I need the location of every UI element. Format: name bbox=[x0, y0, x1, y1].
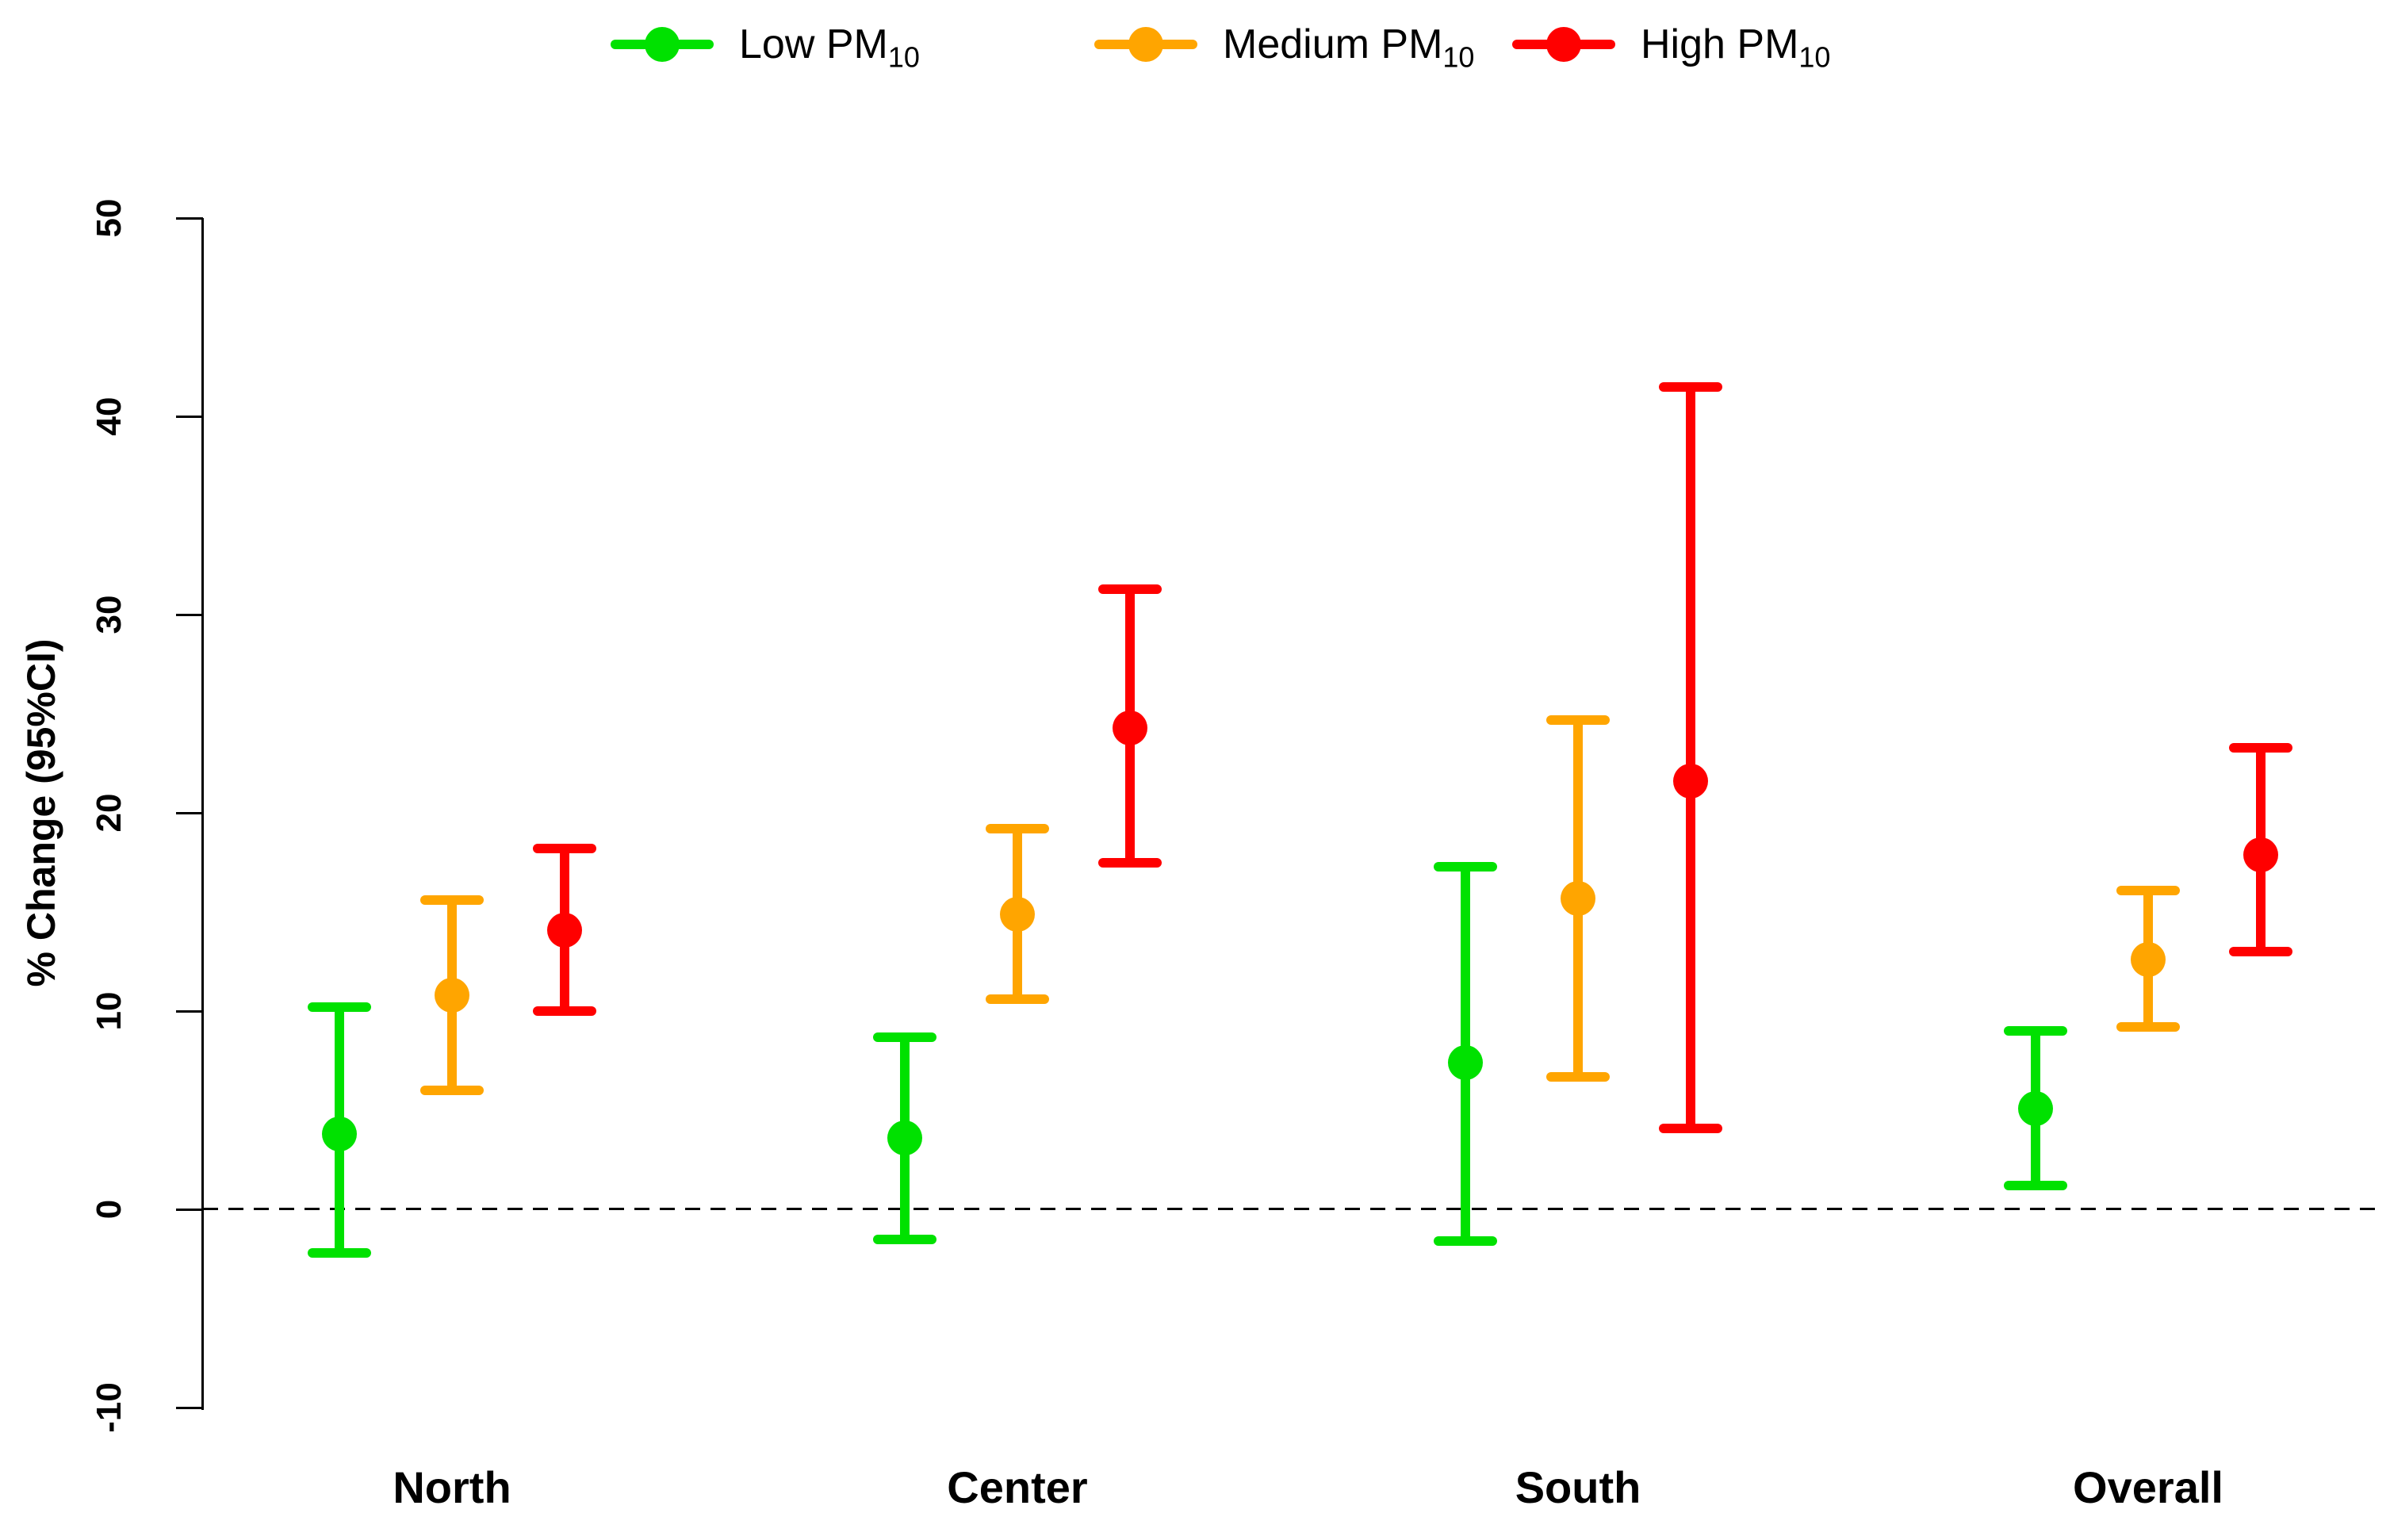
legend-item-high-pm10: High PM10 bbox=[1512, 21, 1831, 74]
ci-cap-top bbox=[1098, 584, 1162, 594]
legend-dot-marker bbox=[1128, 27, 1163, 62]
ci-cap-bottom bbox=[986, 994, 1049, 1004]
point-estimate-dot bbox=[2243, 837, 2278, 872]
x-category-label-overall: Overall bbox=[2073, 1462, 2223, 1512]
ci-cap-bottom bbox=[420, 1086, 484, 1095]
legend-dot-marker bbox=[645, 27, 680, 62]
ci-cap-bottom bbox=[308, 1248, 371, 1258]
point-estimate-dot bbox=[547, 912, 582, 948]
point-estimate-dot bbox=[887, 1121, 922, 1155]
y-tick-mark bbox=[176, 1208, 203, 1211]
y-tick-label: -10 bbox=[90, 1382, 128, 1433]
point-estimate-dot bbox=[2018, 1090, 2053, 1126]
ci-cap-bottom bbox=[533, 1006, 596, 1016]
point-estimate-dot bbox=[435, 978, 469, 1013]
ci-cap-top bbox=[533, 844, 596, 853]
ci-cap-bottom bbox=[1098, 857, 1162, 868]
ci-cap-bottom bbox=[2116, 1022, 2180, 1032]
ci-cap-top bbox=[2004, 1026, 2067, 1036]
y-tick-label: 50 bbox=[90, 198, 128, 238]
ci-cap-top bbox=[1546, 714, 1610, 725]
ci-cap-top bbox=[2229, 742, 2292, 753]
ci-cap-bottom bbox=[2229, 947, 2292, 956]
point-estimate-dot bbox=[322, 1117, 357, 1151]
ci-line bbox=[1686, 386, 1695, 1128]
y-tick-mark bbox=[176, 613, 203, 616]
y-tick-label: 0 bbox=[90, 1199, 128, 1220]
ci-cap-bottom bbox=[1659, 1123, 1722, 1133]
ci-cap-top bbox=[873, 1032, 936, 1042]
point-estimate-dot bbox=[1673, 764, 1708, 799]
ci-cap-bottom bbox=[2004, 1181, 2067, 1190]
point-estimate-dot bbox=[1113, 710, 1147, 745]
ci-cap-top bbox=[1434, 861, 1497, 872]
point-estimate-dot bbox=[1448, 1045, 1483, 1080]
point-estimate-dot bbox=[2131, 942, 2166, 977]
legend-dot-marker bbox=[1546, 27, 1581, 62]
x-category-label-center: Center bbox=[947, 1462, 1088, 1512]
y-tick-label: 30 bbox=[90, 595, 128, 634]
y-tick-mark bbox=[176, 216, 203, 220]
y-tick-mark bbox=[176, 1406, 203, 1409]
legend-line-marker bbox=[611, 27, 714, 62]
point-estimate-dot bbox=[1000, 896, 1035, 932]
point-estimate-dot bbox=[1561, 880, 1595, 916]
legend-label: Low PM10 bbox=[739, 21, 920, 74]
y-tick-mark bbox=[176, 811, 203, 814]
x-category-label-south: South bbox=[1515, 1462, 1641, 1512]
legend-label: Medium PM10 bbox=[1223, 21, 1475, 74]
ci-cap-top bbox=[1659, 381, 1722, 392]
y-axis-line bbox=[201, 218, 204, 1410]
ci-cap-top bbox=[308, 1002, 371, 1012]
y-tick-label: 40 bbox=[90, 396, 128, 436]
ci-cap-top bbox=[2116, 885, 2180, 895]
y-tick-label: 10 bbox=[90, 991, 128, 1031]
ci-cap-bottom bbox=[873, 1234, 936, 1244]
ci-cap-bottom bbox=[1546, 1071, 1610, 1082]
ci-cap-bottom bbox=[1434, 1236, 1497, 1246]
y-tick-label: 20 bbox=[90, 793, 128, 833]
y-axis-title: % Change (95%CI) bbox=[19, 638, 63, 987]
legend-item-medium-pm10: Medium PM10 bbox=[1094, 21, 1475, 74]
ci-cap-top bbox=[986, 824, 1049, 833]
zero-reference-line bbox=[203, 1208, 2379, 1210]
x-category-label-north: North bbox=[393, 1462, 511, 1512]
y-tick-mark bbox=[176, 415, 203, 418]
legend-line-marker bbox=[1512, 27, 1615, 62]
legend-item-low-pm10: Low PM10 bbox=[611, 21, 920, 74]
y-tick-mark bbox=[176, 1009, 203, 1013]
legend-line-marker bbox=[1094, 27, 1197, 62]
ci-cap-top bbox=[420, 895, 484, 905]
legend-label: High PM10 bbox=[1641, 21, 1831, 74]
